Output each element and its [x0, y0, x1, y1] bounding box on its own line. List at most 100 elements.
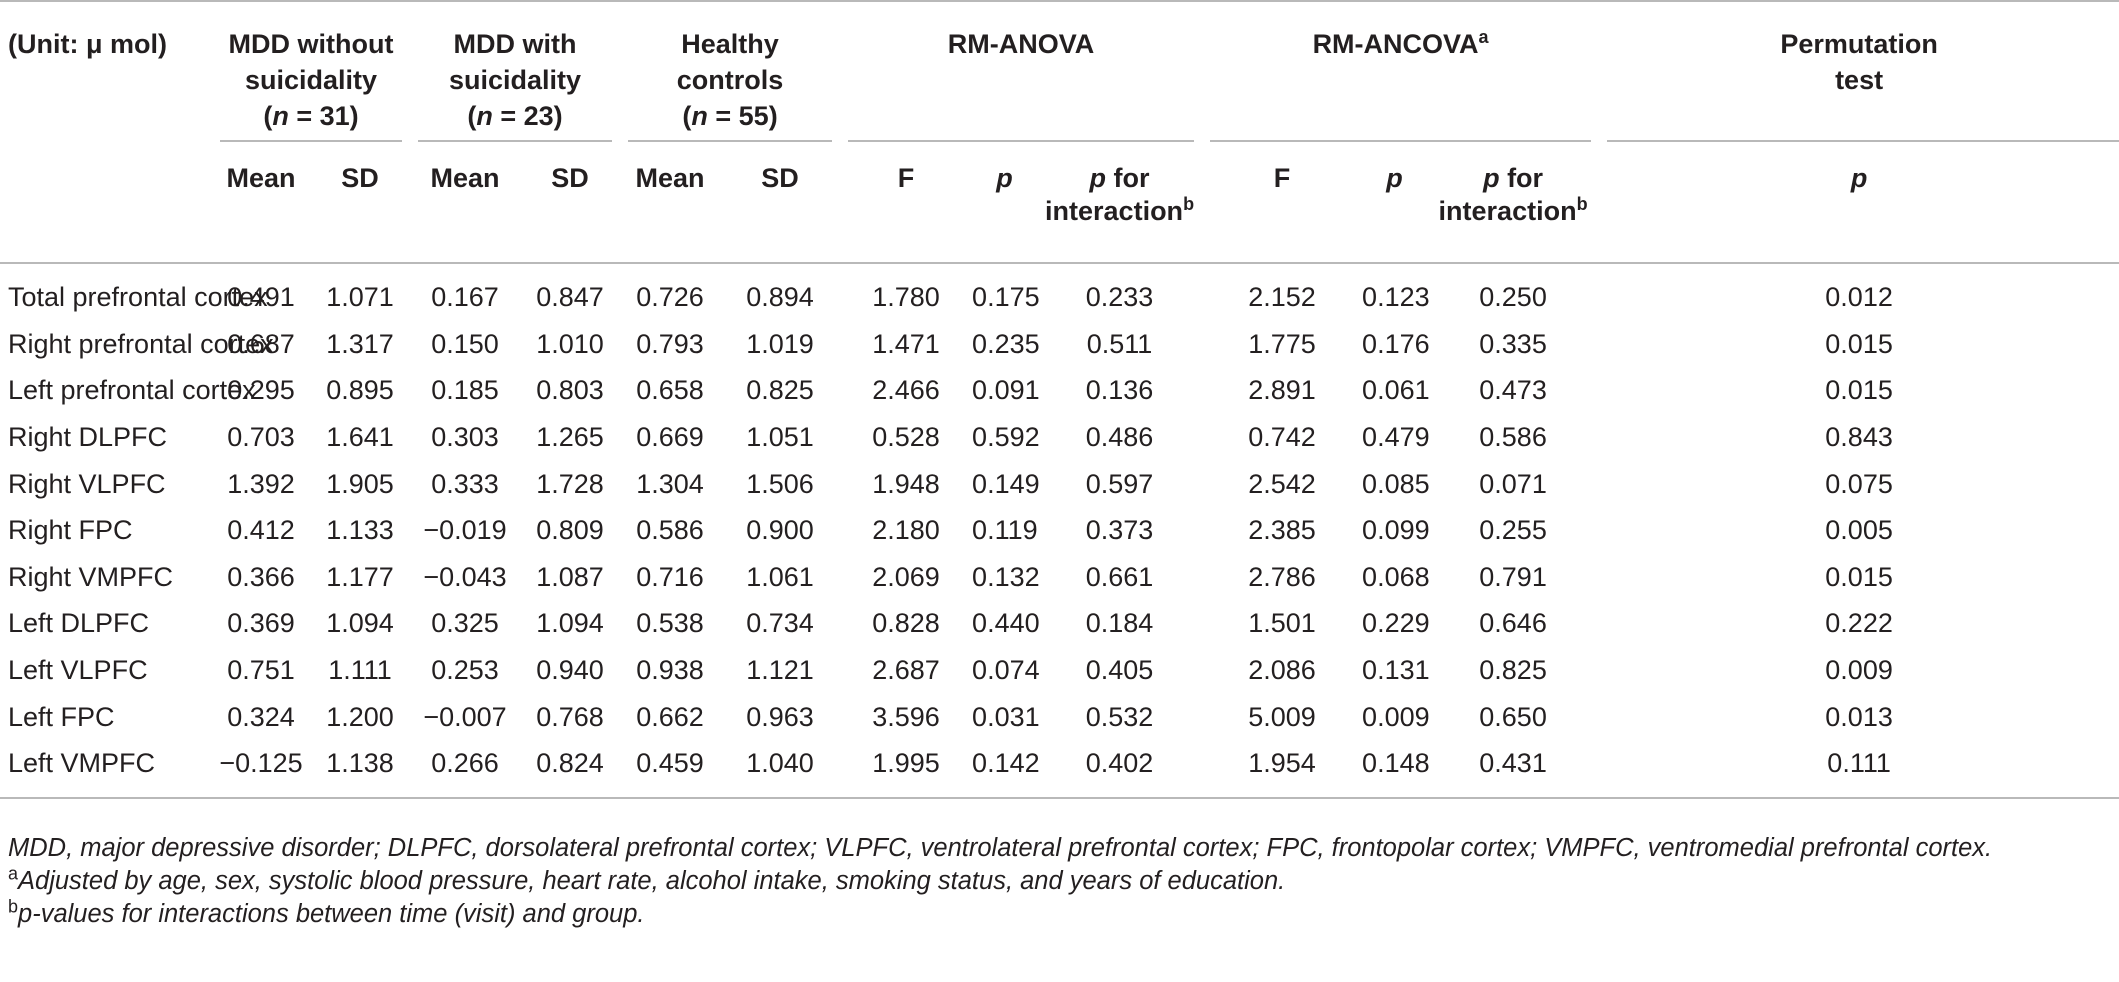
col-mean: Mean: [410, 142, 521, 264]
cell-sd-mdd-with: 1.010: [536, 328, 604, 359]
cell-anova-p: 0.031: [972, 701, 1040, 732]
cell-anova-p: 0.142: [972, 739, 1040, 799]
cell-ancova-p-interaction: 0.255: [1479, 515, 1547, 546]
cell-permutation-p: 0.222: [1825, 608, 1893, 639]
col-f: F: [1202, 142, 1363, 264]
footnote-marker-b: b: [1183, 194, 1195, 214]
col-sd: SD: [310, 142, 411, 264]
cell-mean-mdd-with: −0.019: [423, 515, 507, 546]
cell-anova-p: 0.440: [972, 608, 1040, 639]
cell-sd-healthy: 0.734: [746, 608, 814, 639]
group-line1: MDD with: [453, 29, 577, 59]
cell-anova-p: 0.074: [972, 655, 1040, 686]
cell-sd-healthy: 1.040: [720, 739, 841, 799]
cell-mean-mdd-with: −0.007: [423, 701, 507, 732]
group-underline: [220, 140, 403, 142]
cell-sd-healthy: 0.825: [746, 375, 814, 406]
cell-ancova-p: 0.123: [1362, 282, 1430, 313]
cell-ancova-p-interaction: 0.250: [1479, 282, 1547, 313]
cell-sd-mdd-without: 0.895: [326, 375, 394, 406]
group-n: (n = 31): [263, 101, 359, 131]
cell-permutation-p: 0.005: [1825, 515, 1893, 546]
table-footnotes: MDD, major depressive disorder; DLPFC, d…: [8, 832, 2108, 931]
permutation-line1: Permutation: [1780, 29, 1938, 59]
group-header-mdd-without: MDD without suicidality (n = 31): [212, 0, 411, 142]
cell-mean-mdd-without: −0.125: [212, 739, 310, 799]
col-p-interaction: p for interactionb: [1427, 142, 1600, 264]
cell-mean-mdd-with: 0.266: [410, 739, 521, 799]
cell-anova-p: 0.592: [972, 422, 1040, 453]
cell-sd-healthy: 1.019: [746, 328, 814, 359]
group-n: (n = 55): [682, 101, 778, 131]
cell-sd-healthy: 1.051: [746, 422, 814, 453]
cell-sd-healthy: 1.061: [746, 561, 814, 592]
cell-ancova-p-interaction: 0.431: [1427, 739, 1600, 799]
group-header-rm-ancova: RM-ANCOVAa: [1202, 0, 1600, 142]
table-row: Right VLPFC 1.392 1.905 0.333 1.728 1.304 1.50…: [0, 460, 2119, 507]
cell-ancova-f: 5.009: [1248, 701, 1316, 732]
cell-anova-p-interaction: 0.532: [1085, 701, 1154, 732]
cell-anova-f: 0.828: [872, 608, 940, 639]
cell-permutation-p: 0.843: [1825, 422, 1893, 453]
cell-anova-p-interaction: 0.136: [1085, 375, 1154, 406]
cell-sd-healthy: 0.894: [746, 282, 814, 313]
cell-anova-f: 1.780: [872, 282, 940, 313]
results-table: (Unit: μ mol) MDD without suicidality (n…: [0, 0, 2119, 799]
table-row: Right VMPFC 0.366 1.177 −0.043 1.087 0.716 1.0…: [0, 554, 2119, 601]
group-line1: MDD without: [228, 29, 394, 59]
results-table-container: (Unit: μ mol) MDD without suicidality (n…: [0, 0, 2119, 799]
cell-sd-mdd-with: 0.847: [536, 282, 604, 313]
cell-mean-healthy: 0.669: [636, 422, 704, 453]
cell-ancova-p: 0.068: [1362, 561, 1430, 592]
row-label: Right VLPFC: [8, 468, 166, 499]
cell-anova-p-interaction: 0.405: [1085, 655, 1154, 686]
cell-mean-healthy: 0.793: [636, 328, 704, 359]
cell-mean-mdd-with: 0.150: [431, 328, 499, 359]
cell-mean-mdd-without: 0.491: [227, 282, 295, 313]
col-f: F: [840, 142, 973, 264]
group-line1: Healthy: [681, 29, 779, 59]
cell-ancova-f: 0.742: [1248, 422, 1316, 453]
group-underline: [1210, 140, 1592, 142]
footnote-abbreviations: MDD, major depressive disorder; DLPFC, d…: [8, 834, 1993, 862]
col-mean: Mean: [212, 142, 310, 264]
cell-sd-healthy: 0.900: [746, 515, 814, 546]
cell-mean-healthy: 0.662: [636, 701, 704, 732]
table-row: Total prefrontal cortex 0.491 1.071 0.167 0.…: [0, 263, 2119, 321]
table-body: Total prefrontal cortex 0.491 1.071 0.167 0.…: [0, 263, 2119, 799]
group-header-rm-anova: RM-ANOVA: [840, 0, 1203, 142]
cell-ancova-p: 0.131: [1362, 655, 1430, 686]
cell-ancova-p: 0.148: [1362, 739, 1430, 799]
cell-sd-mdd-without: 1.177: [326, 561, 394, 592]
cell-sd-mdd-without: 1.111: [328, 655, 392, 686]
cell-ancova-f: 2.152: [1248, 282, 1316, 313]
cell-mean-mdd-without: 0.687: [227, 328, 295, 359]
cell-anova-p-interaction: 0.373: [1085, 515, 1154, 546]
cell-ancova-f: 2.086: [1248, 655, 1316, 686]
cell-permutation-p: 0.012: [1825, 282, 1893, 313]
cell-ancova-p-interaction: 0.335: [1479, 328, 1547, 359]
cell-mean-mdd-without: 0.366: [227, 561, 295, 592]
row-label: Left FPC: [8, 701, 115, 732]
row-label: Left VMPFC: [0, 739, 212, 799]
cell-mean-mdd-with: 0.303: [431, 422, 499, 453]
cell-sd-mdd-with: 1.094: [536, 608, 604, 639]
rm-ancova-label: RM-ANCOVA: [1312, 29, 1479, 59]
cell-anova-p: 0.149: [972, 468, 1040, 499]
row-label: Total prefrontal cortex: [8, 282, 268, 313]
cell-ancova-f: 2.891: [1248, 375, 1316, 406]
cell-sd-mdd-with: 0.824: [520, 739, 621, 799]
cell-permutation-p: 0.075: [1825, 468, 1893, 499]
table-row: Left VLPFC 0.751 1.111 0.253 0.940 0.938 1.121…: [0, 647, 2119, 694]
cell-ancova-f: 1.775: [1248, 328, 1316, 359]
cell-sd-mdd-without: 1.905: [326, 468, 394, 499]
cell-anova-f: 1.948: [872, 468, 940, 499]
cell-anova-p: 0.175: [972, 282, 1040, 313]
cell-anova-p-interaction: 0.486: [1085, 422, 1154, 453]
footnote-a: aAdjusted by age, sex, systolic blood pr…: [8, 863, 1286, 896]
col-permutation-p: p: [1599, 142, 2119, 264]
col-sd: SD: [520, 142, 621, 264]
cell-sd-mdd-with: 1.728: [536, 468, 604, 499]
cell-ancova-p-interaction: 0.646: [1479, 608, 1547, 639]
cell-mean-healthy: 0.459: [620, 739, 721, 799]
